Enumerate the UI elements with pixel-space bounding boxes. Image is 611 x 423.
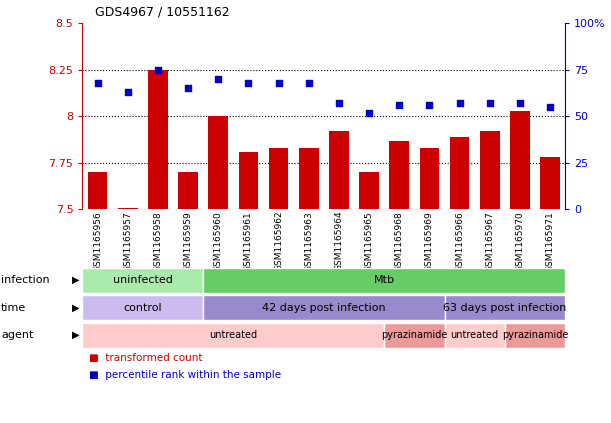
Text: uninfected: uninfected xyxy=(113,275,173,285)
Point xyxy=(183,85,193,92)
Text: pyrazinamide: pyrazinamide xyxy=(502,330,568,340)
Bar xyxy=(450,137,469,209)
Bar xyxy=(82,323,384,348)
Bar xyxy=(540,157,560,209)
Bar xyxy=(445,323,505,348)
Point xyxy=(394,102,404,109)
Bar xyxy=(445,295,565,320)
Point xyxy=(304,80,313,86)
Bar xyxy=(480,131,500,209)
Point xyxy=(93,80,103,86)
Point xyxy=(515,100,525,107)
Point xyxy=(153,66,163,73)
Point xyxy=(364,109,374,116)
Bar xyxy=(329,131,349,209)
Bar xyxy=(82,268,203,293)
Point xyxy=(334,100,344,107)
Text: untreated: untreated xyxy=(209,330,257,340)
Text: ▶: ▶ xyxy=(71,275,79,285)
Point xyxy=(274,80,284,86)
Point xyxy=(244,80,254,86)
Bar xyxy=(505,323,565,348)
Bar xyxy=(359,172,379,209)
Text: agent: agent xyxy=(1,330,34,340)
Bar xyxy=(203,295,445,320)
Text: 63 days post infection: 63 days post infection xyxy=(443,303,566,313)
Text: pyrazinamide: pyrazinamide xyxy=(381,330,447,340)
Bar xyxy=(510,111,530,209)
Text: ■  transformed count: ■ transformed count xyxy=(89,353,202,363)
Text: 42 days post infection: 42 days post infection xyxy=(262,303,386,313)
Text: ■  percentile rank within the sample: ■ percentile rank within the sample xyxy=(89,370,280,380)
Text: ▶: ▶ xyxy=(71,303,79,313)
Bar xyxy=(239,152,258,209)
Bar xyxy=(118,208,137,209)
Text: GDS4967 / 10551162: GDS4967 / 10551162 xyxy=(95,5,229,18)
Bar xyxy=(178,172,198,209)
Point xyxy=(213,76,223,82)
Text: Mtb: Mtb xyxy=(374,275,395,285)
Bar xyxy=(203,268,565,293)
Bar xyxy=(420,148,439,209)
Bar xyxy=(208,116,228,209)
Text: untreated: untreated xyxy=(450,330,499,340)
Bar xyxy=(88,172,108,209)
Point xyxy=(545,104,555,110)
Point xyxy=(123,89,133,96)
Text: control: control xyxy=(123,303,162,313)
Point xyxy=(455,100,464,107)
Text: ▶: ▶ xyxy=(71,330,79,340)
Point xyxy=(425,102,434,109)
Text: time: time xyxy=(1,303,26,313)
Text: infection: infection xyxy=(1,275,50,285)
Bar xyxy=(269,148,288,209)
Bar xyxy=(389,140,409,209)
Bar xyxy=(82,295,203,320)
Bar xyxy=(384,323,445,348)
Point xyxy=(485,100,495,107)
Bar xyxy=(148,70,167,209)
Bar xyxy=(299,148,318,209)
